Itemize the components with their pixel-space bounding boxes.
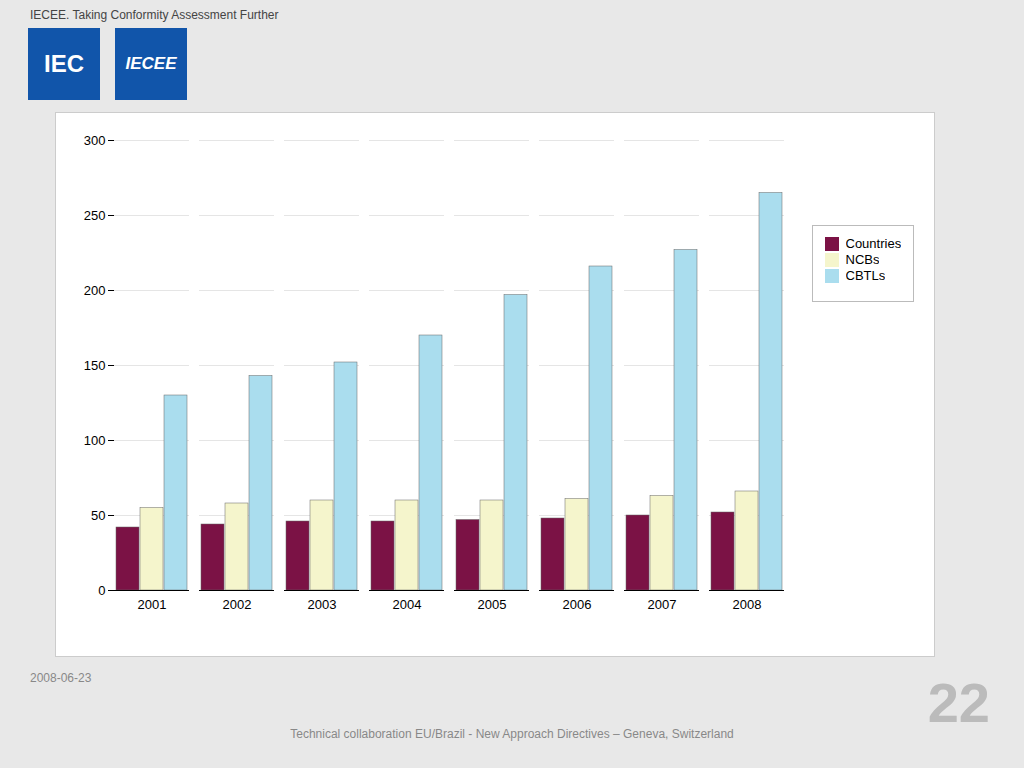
html-text:IECEE. Taking Conformity Asses: IECEE. Taking Conformity Assessment Furt… bbox=[30, 8, 279, 22]
svg-text:50: 50 bbox=[91, 508, 105, 523]
svg-text:150: 150 bbox=[84, 358, 106, 373]
svg-text:2007: 2007 bbox=[648, 597, 677, 612]
html-text:Technical collaboration EU/Bra: Technical collaboration EU/Brazil - New … bbox=[290, 727, 734, 741]
svg-text:100: 100 bbox=[84, 433, 106, 448]
svg-text:2002: 2002 bbox=[223, 597, 252, 612]
html-text:CBTLs: CBTLs bbox=[845, 268, 886, 283]
svg-text:300: 300 bbox=[84, 133, 106, 148]
svg-text:2005: 2005 bbox=[478, 597, 507, 612]
html-text:Countries: Countries bbox=[845, 236, 902, 251]
html-text:IECEE: IECEE bbox=[125, 54, 177, 73]
html-text:NCBs: NCBs bbox=[845, 252, 880, 267]
svg-text:250: 250 bbox=[84, 208, 106, 223]
html-text:2008-06-23: 2008-06-23 bbox=[30, 671, 92, 685]
svg-text:2004: 2004 bbox=[393, 597, 422, 612]
svg-text:2001: 2001 bbox=[138, 597, 167, 612]
svg-text:2008: 2008 bbox=[733, 597, 762, 612]
svg-text:0: 0 bbox=[98, 583, 105, 598]
html-text:IEC: IEC bbox=[44, 50, 84, 77]
svg-text:2006: 2006 bbox=[563, 597, 592, 612]
svg-text:2003: 2003 bbox=[308, 597, 337, 612]
svg-text:200: 200 bbox=[84, 283, 106, 298]
html-text:22: 22 bbox=[927, 671, 990, 734]
